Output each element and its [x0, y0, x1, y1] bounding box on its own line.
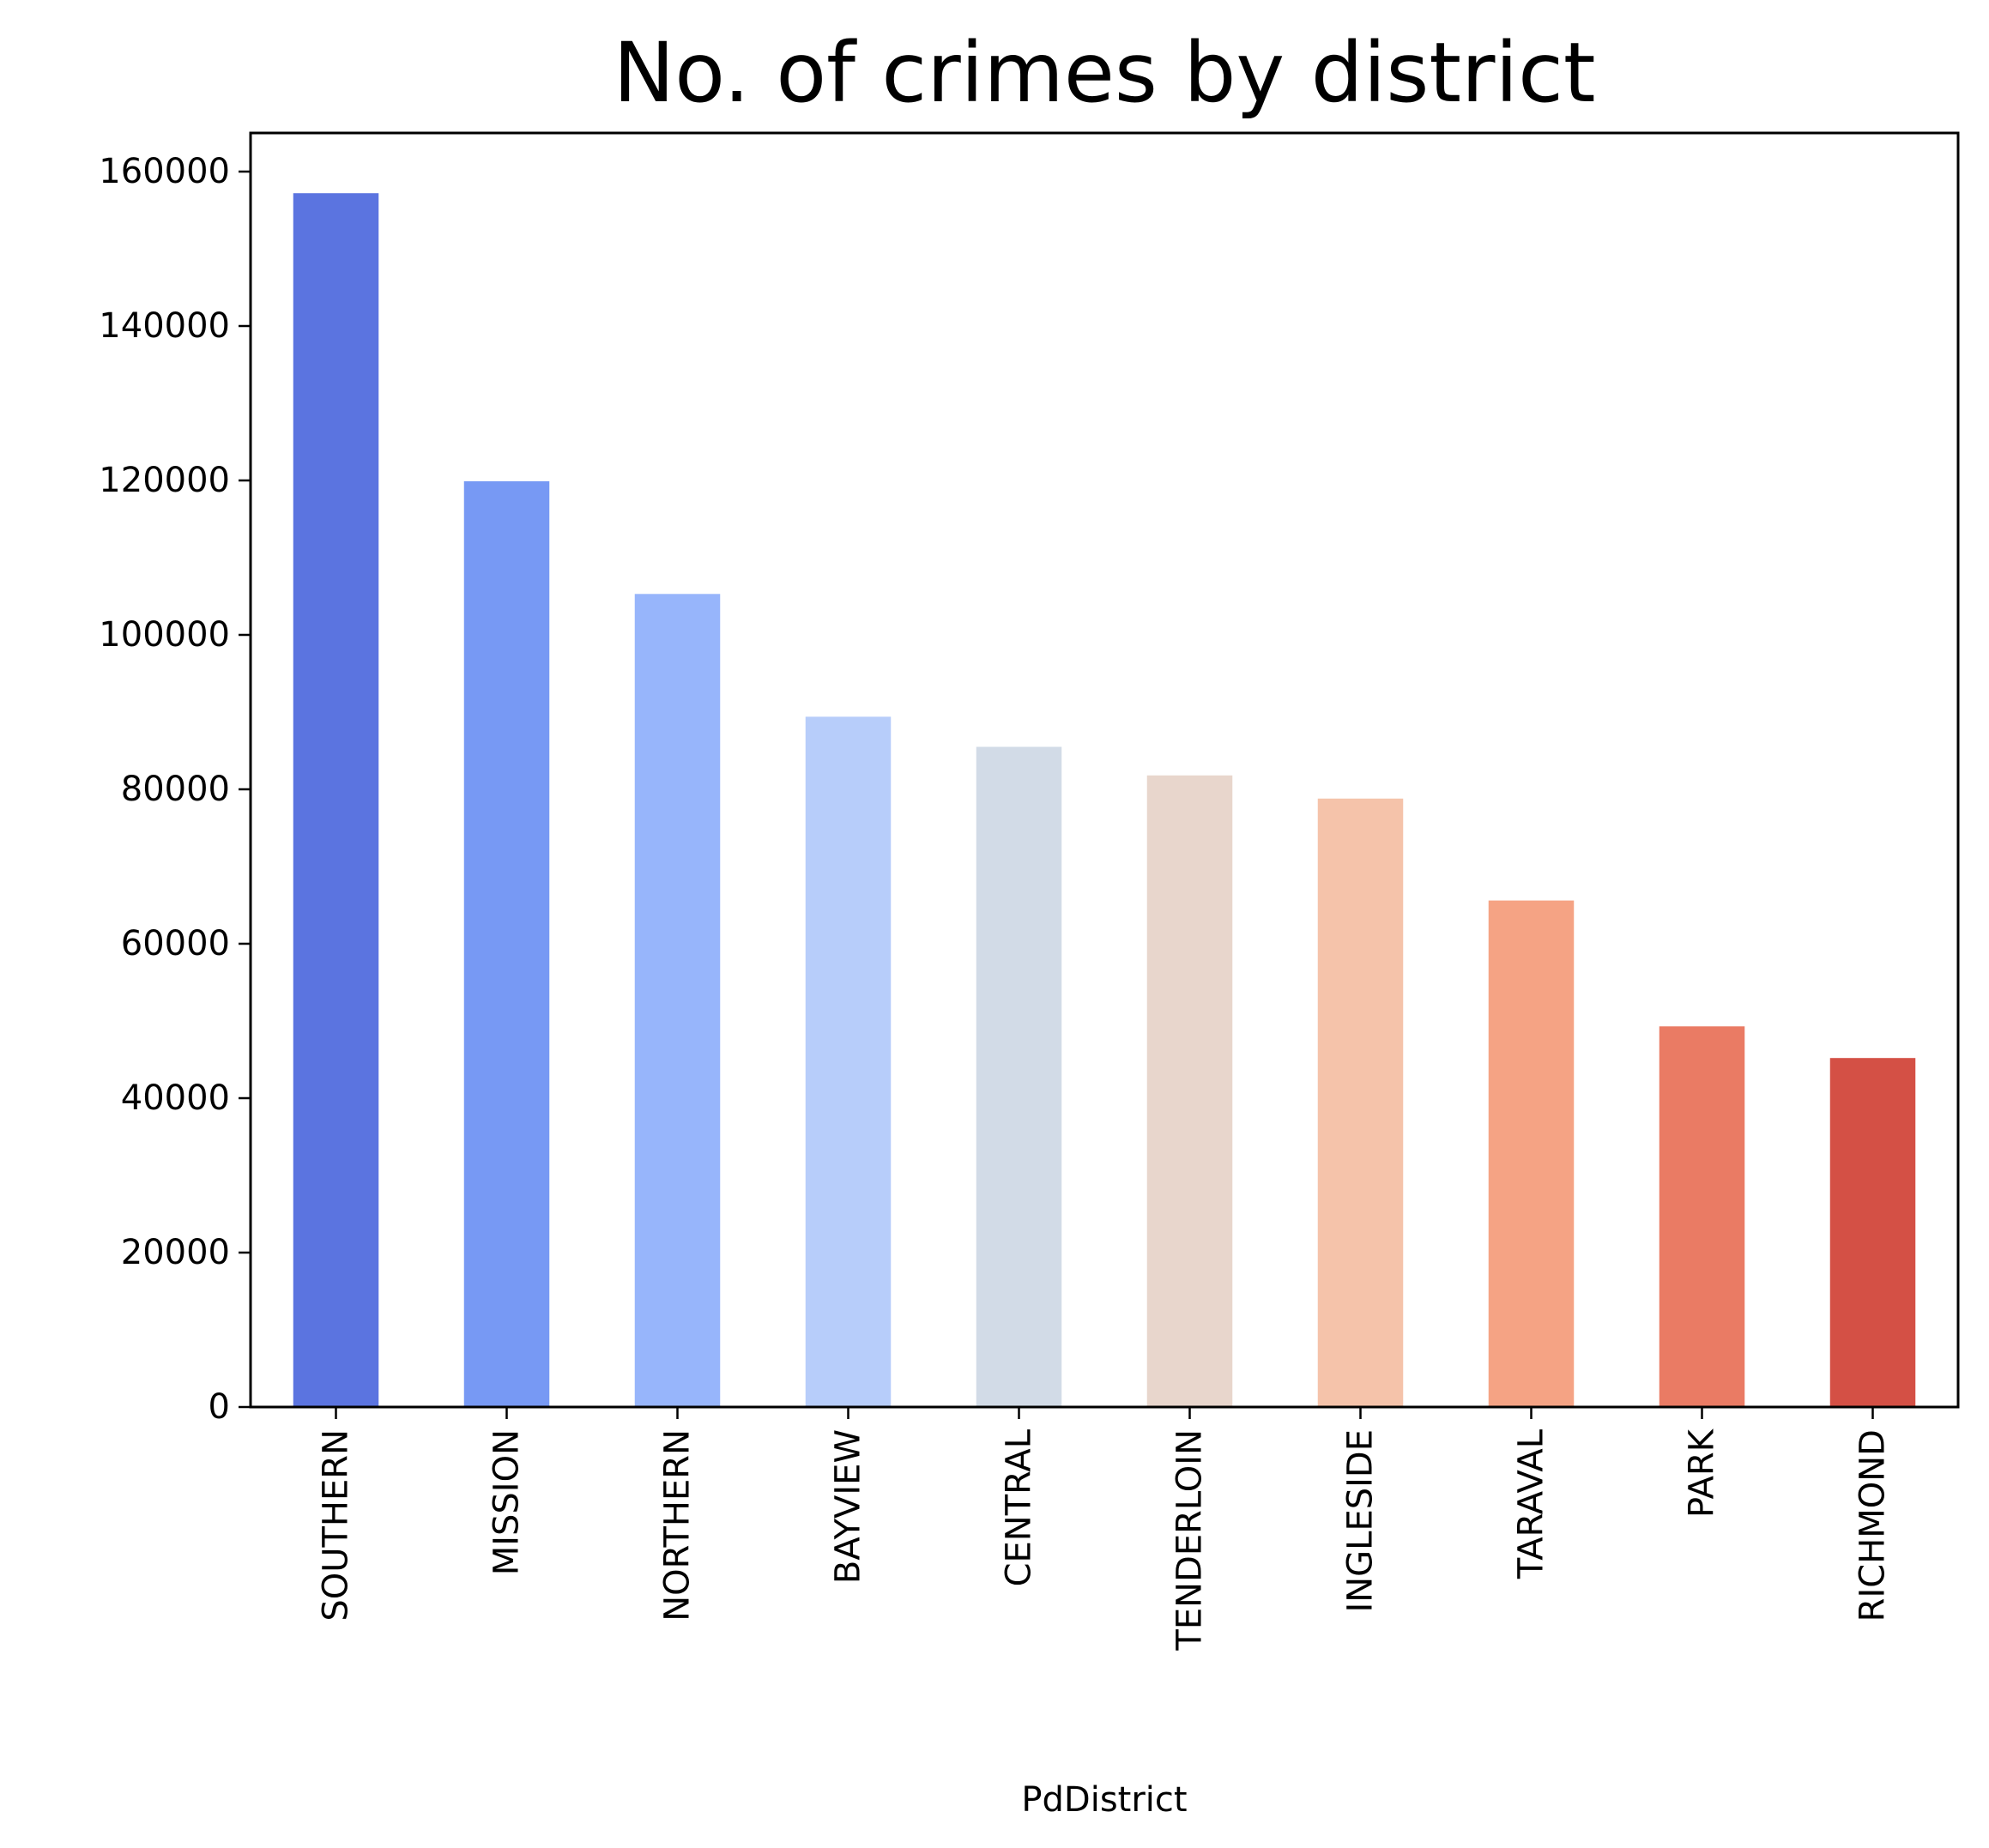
bar-central [976, 746, 1062, 1407]
x-tick-label-park: PARK [1683, 1428, 1722, 1518]
x-tick-label-mission: MISSION [487, 1429, 527, 1575]
x-axis-title: PdDistrict [1021, 1780, 1187, 1820]
chart-title: No. of crimes by district [613, 25, 1595, 121]
y-tick-label: 100000 [99, 615, 230, 655]
plot-frame [249, 131, 1960, 1409]
y-tick-label: 40000 [121, 1078, 230, 1118]
bar-park [1659, 1026, 1745, 1407]
y-tick-label: 140000 [99, 306, 230, 346]
x-tick-label-richmond: RICHMOND [1853, 1429, 1893, 1622]
bar-tenderloin [1146, 775, 1233, 1407]
bar-southern [293, 193, 379, 1408]
bar-mission [463, 480, 550, 1407]
x-tick-label-ingleside: INGLESIDE [1341, 1429, 1381, 1613]
y-tick-label: 20000 [121, 1233, 230, 1272]
y-tick-label: 0 [209, 1387, 230, 1427]
x-tick-label-northern: NORTHERN [658, 1429, 698, 1622]
bar-northern [634, 594, 721, 1407]
x-tick-label-central: CENTRAL [1000, 1428, 1039, 1586]
y-tick-label: 160000 [99, 152, 230, 191]
y-tick-label: 60000 [121, 924, 230, 963]
bars-layer [293, 193, 1916, 1408]
x-tick-label-bayview: BAYVIEW [829, 1429, 868, 1584]
y-tick-label: 80000 [121, 770, 230, 809]
x-tick-label-southern: SOUTHERN [317, 1429, 356, 1622]
bar-bayview [805, 716, 892, 1407]
bar-ingleside [1317, 798, 1404, 1407]
x-tick-label-taraval: TARAVAL [1512, 1428, 1551, 1579]
bar-richmond [1829, 1058, 1916, 1407]
bar-taraval [1488, 900, 1575, 1407]
y-tick-label: 120000 [99, 461, 230, 500]
x-axis: SOUTHERN MISSION NORTHERN BAYVIEW CENTRAL TEN… [317, 1407, 1893, 1652]
x-tick-label-tenderloin: TENDERLOIN [1170, 1429, 1210, 1652]
y-axis: 0 20000 40000 60000 80000 100000 120000 140000 1… [99, 152, 251, 1427]
